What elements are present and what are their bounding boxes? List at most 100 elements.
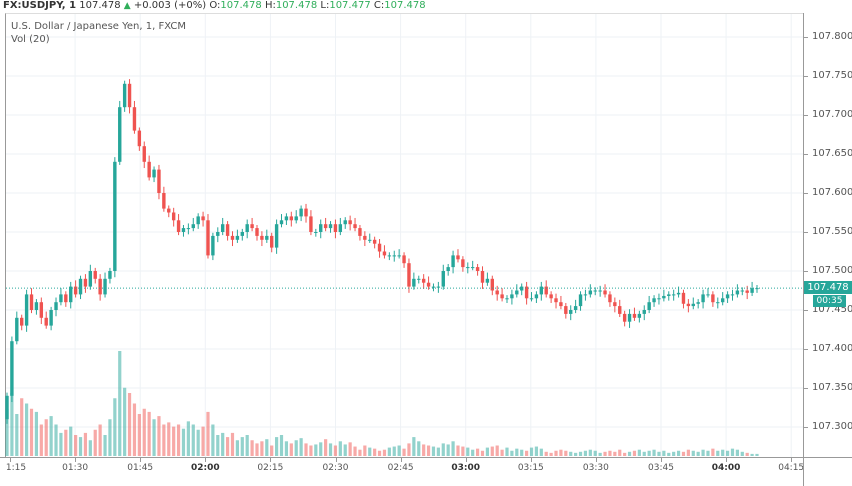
volume-bar	[721, 449, 725, 456]
candle-body	[505, 298, 509, 300]
volume-bar	[289, 443, 293, 456]
candle-body	[676, 292, 681, 295]
volume-bar	[25, 403, 29, 456]
volume-bar	[745, 452, 749, 456]
candle-body	[431, 286, 436, 288]
symbol-name[interactable]: FX:USDJPY, 1	[3, 0, 77, 11]
candle-body	[211, 235, 215, 256]
volume-bar	[544, 451, 548, 456]
volume-bar	[93, 429, 97, 456]
time-tick	[335, 458, 337, 462]
volume-bar	[59, 432, 63, 456]
chart-pane[interactable]	[5, 13, 804, 458]
candle-body	[186, 228, 191, 230]
volume-bar	[15, 414, 19, 456]
volume-bar	[441, 443, 445, 456]
candle-body	[225, 224, 230, 236]
candle-body	[15, 317, 19, 342]
candle-body	[127, 83, 132, 108]
volume-bar	[681, 451, 686, 456]
volume-bar	[324, 439, 328, 456]
volume-bar	[39, 424, 43, 456]
candle-body	[740, 290, 744, 292]
volume-bar	[270, 445, 274, 456]
volume-bar	[755, 453, 759, 456]
price-tick-label: 107.550	[812, 226, 852, 237]
candle-body	[147, 161, 151, 178]
volume-bar	[167, 422, 171, 456]
volume-bar	[426, 445, 431, 456]
volume-bar	[49, 416, 53, 456]
price-tick	[804, 76, 808, 77]
volume-bar	[353, 446, 357, 456]
volume-bar	[480, 450, 485, 456]
price-tick-label: 107.450	[812, 304, 852, 315]
candle-body	[343, 220, 347, 225]
price-change: +0.003 (+0%)	[133, 0, 207, 11]
candle-body	[544, 286, 548, 295]
price-tick	[804, 271, 808, 272]
volume-bar	[740, 451, 744, 456]
time-tick-label: 03:00	[451, 463, 481, 473]
high-value: 107.478	[275, 0, 318, 11]
candle-body	[24, 294, 29, 326]
volume-indicator-label[interactable]: Vol (20)	[11, 34, 50, 45]
volume-bar	[446, 444, 450, 456]
series-title[interactable]: U.S. Dollar / Japanese Yen, 1, FXCM	[11, 21, 186, 32]
time-tick-label: 01:30	[62, 463, 89, 473]
candle-body	[118, 107, 122, 162]
volume-bar	[716, 450, 720, 456]
volume-bar	[642, 451, 646, 456]
time-tick-label: 04:00	[711, 463, 741, 473]
bar-countdown: 00:35	[813, 295, 846, 307]
volume-bar	[338, 441, 342, 456]
last-price-marker: 107.478	[804, 281, 852, 294]
volume-bar	[598, 452, 602, 456]
candle-body	[113, 161, 117, 271]
time-tick	[465, 458, 467, 462]
candle-body	[348, 220, 352, 225]
candle-body	[10, 341, 14, 396]
candle-body	[622, 313, 627, 322]
candle-body	[461, 259, 465, 268]
volume-bar	[569, 451, 573, 456]
price-tick-label: 107.800	[812, 31, 852, 42]
price-tick-label: 107.400	[812, 343, 852, 354]
volume-bar	[113, 398, 117, 456]
volume-bar	[706, 450, 710, 456]
volume-bar	[623, 452, 627, 456]
candle-body	[578, 294, 583, 307]
candle-body	[122, 83, 127, 108]
candle-body	[417, 278, 421, 280]
candle-body	[206, 220, 210, 256]
volume-bar	[176, 424, 181, 456]
candle-body	[245, 224, 249, 232]
volume-bar	[333, 445, 338, 456]
time-tick	[661, 458, 662, 462]
candle-body	[446, 267, 450, 271]
candle-body	[485, 278, 490, 283]
time-tick	[400, 458, 402, 462]
candle-body	[706, 294, 710, 296]
candle-body	[279, 220, 284, 225]
candle-body	[618, 306, 622, 314]
candle-body	[564, 306, 568, 314]
candle-body	[510, 294, 514, 299]
candle-body	[686, 303, 691, 307]
volume-bar	[417, 441, 421, 456]
volume-bar	[147, 411, 151, 456]
volume-bar	[574, 452, 578, 456]
candle-body	[603, 290, 607, 295]
volume-bar	[603, 451, 607, 456]
open-label: O:	[209, 0, 221, 11]
time-axis[interactable]: 1:15 01:30 01:45 02:00 02:15 02:30 02:45 03:00 0…	[0, 457, 804, 486]
volume-bar	[529, 447, 534, 456]
candle-body	[667, 294, 671, 296]
volume-bar	[260, 441, 264, 456]
volume-bar	[554, 450, 558, 456]
candle-body	[559, 302, 563, 307]
candle-body	[387, 255, 392, 257]
volume-bar	[402, 448, 406, 456]
price-axis[interactable]: 107.800 107.750 107.700 107.650 107.600 107.5…	[803, 13, 852, 457]
